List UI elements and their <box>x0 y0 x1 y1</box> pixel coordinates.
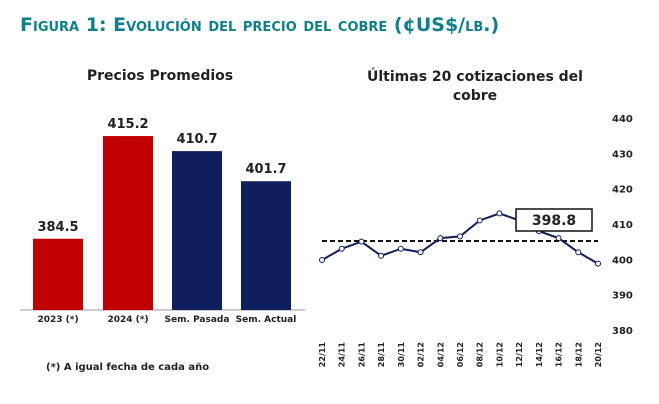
x-tick-label: 16/12 <box>555 342 564 367</box>
x-tick-label: 26/11 <box>357 342 366 368</box>
value-label: 415.2 <box>107 117 148 132</box>
value-label: 401.7 <box>245 162 286 177</box>
category-label: 2024 (*) <box>107 315 149 325</box>
point <box>378 252 385 259</box>
point <box>555 235 562 242</box>
point <box>595 260 601 267</box>
bar <box>241 181 291 310</box>
bar <box>103 136 153 310</box>
point <box>358 238 365 245</box>
x-tick-label: 24/11 <box>338 342 347 368</box>
category-label: Sem. Actual <box>235 315 297 325</box>
point <box>437 235 444 242</box>
line-chart-title: Últimas 20 cotizaciones del cobre <box>367 69 583 104</box>
x-tick-label: 12/12 <box>515 342 524 367</box>
point <box>575 249 582 256</box>
figure-title: Figura 1: Evolución del precio del cobre… <box>20 14 500 36</box>
value-label: 410.7 <box>176 132 217 147</box>
y-tick-label: 420 <box>612 185 633 196</box>
point <box>319 257 325 264</box>
bar-chart-title: Precios Promedios <box>86 68 234 84</box>
category-label: 2023 (*) <box>37 315 79 325</box>
x-tick-label: 22/11 <box>318 342 327 368</box>
point <box>397 245 404 252</box>
x-tick-label: 14/12 <box>535 342 544 367</box>
note: (*) A igual fecha de cada año <box>46 362 210 373</box>
y-tick-label: 400 <box>612 255 633 266</box>
x-tick-label: 08/12 <box>476 342 485 367</box>
category-label: Sem. Pasada <box>164 315 230 325</box>
y-tick-label: 430 <box>612 149 633 160</box>
x-tick-label: 06/12 <box>456 342 465 367</box>
y-tick-label: 380 <box>612 326 633 337</box>
point <box>417 249 424 256</box>
point <box>476 217 483 224</box>
x-tick-label: 28/11 <box>377 342 386 368</box>
point <box>457 233 463 240</box>
value-label: 384.5 <box>37 220 78 235</box>
y-tick-label: 410 <box>612 220 633 231</box>
x-tick-label: 02/12 <box>417 342 426 367</box>
x-tick-label: 10/12 <box>495 342 504 367</box>
x-tick-label: 18/12 <box>574 342 583 367</box>
point <box>496 210 503 217</box>
x-tick-label: 04/12 <box>436 342 445 367</box>
value-label: 398.8 <box>532 213 576 229</box>
label-box <box>515 208 593 232</box>
y-tick-label: 390 <box>612 291 633 302</box>
point <box>338 245 345 252</box>
x-tick-label: 30/11 <box>397 342 406 368</box>
x-tick-label: 20/12 <box>594 342 603 367</box>
bar <box>172 151 222 310</box>
y-tick-label: 440 <box>612 114 633 125</box>
bar <box>33 238 83 310</box>
